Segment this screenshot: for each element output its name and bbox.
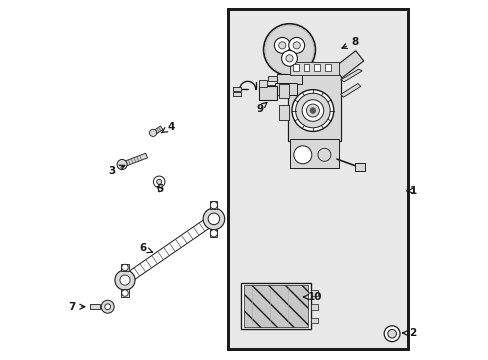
Bar: [310, 304, 318, 310]
Circle shape: [203, 208, 224, 230]
Circle shape: [210, 202, 217, 209]
Circle shape: [285, 55, 292, 62]
Circle shape: [293, 146, 311, 164]
Bar: [210, 229, 217, 237]
Circle shape: [292, 42, 300, 49]
Circle shape: [208, 213, 219, 225]
Bar: [232, 87, 240, 91]
Bar: [265, 89, 275, 93]
Circle shape: [156, 179, 162, 184]
Polygon shape: [154, 126, 163, 134]
Text: 5: 5: [156, 184, 163, 194]
Bar: [289, 139, 338, 168]
Bar: [288, 73, 340, 141]
Circle shape: [302, 100, 323, 121]
Bar: [314, 64, 320, 71]
Circle shape: [309, 108, 315, 113]
Circle shape: [387, 329, 396, 338]
Circle shape: [278, 42, 285, 49]
Bar: [267, 76, 277, 81]
Circle shape: [210, 230, 217, 237]
Bar: [210, 201, 217, 209]
Bar: [232, 92, 240, 96]
Text: 2: 2: [402, 328, 416, 338]
Bar: [354, 163, 365, 171]
Bar: [258, 80, 266, 87]
Bar: [275, 83, 296, 95]
Bar: [244, 285, 307, 327]
Circle shape: [264, 25, 313, 74]
Bar: [288, 73, 340, 141]
Polygon shape: [122, 215, 216, 284]
Bar: [310, 318, 318, 323]
Polygon shape: [124, 153, 147, 166]
Circle shape: [291, 90, 333, 131]
Circle shape: [104, 304, 110, 310]
Circle shape: [281, 50, 297, 66]
Bar: [89, 304, 101, 309]
Circle shape: [117, 159, 127, 170]
Bar: [279, 84, 289, 98]
Polygon shape: [340, 69, 362, 82]
Text: 8: 8: [341, 37, 358, 49]
Polygon shape: [333, 51, 363, 78]
Bar: [228, 9, 407, 349]
Bar: [289, 62, 338, 75]
Circle shape: [149, 129, 156, 136]
Bar: [303, 64, 309, 71]
Bar: [121, 264, 128, 271]
Text: 6: 6: [139, 243, 152, 253]
Circle shape: [317, 148, 330, 161]
Circle shape: [288, 37, 304, 53]
Circle shape: [306, 104, 319, 117]
Text: 4: 4: [162, 122, 174, 133]
Circle shape: [122, 290, 128, 296]
Bar: [258, 86, 276, 100]
Bar: [228, 9, 407, 349]
Circle shape: [122, 264, 128, 271]
Text: 7: 7: [69, 302, 84, 312]
Bar: [325, 64, 330, 71]
Bar: [265, 85, 275, 89]
Bar: [121, 289, 128, 297]
Circle shape: [384, 326, 399, 342]
Circle shape: [263, 24, 315, 76]
Circle shape: [153, 176, 164, 188]
Text: 3: 3: [108, 165, 124, 176]
Circle shape: [295, 93, 329, 128]
Circle shape: [101, 300, 114, 313]
Bar: [292, 64, 298, 71]
Circle shape: [115, 270, 135, 290]
Bar: [276, 74, 302, 84]
Polygon shape: [340, 84, 360, 97]
Bar: [310, 290, 318, 296]
Circle shape: [120, 275, 130, 285]
Circle shape: [274, 37, 289, 53]
Text: 1: 1: [406, 186, 416, 196]
Text: 9: 9: [256, 103, 266, 114]
Bar: [279, 105, 289, 120]
Text: 10: 10: [303, 292, 321, 302]
Bar: [241, 283, 310, 329]
